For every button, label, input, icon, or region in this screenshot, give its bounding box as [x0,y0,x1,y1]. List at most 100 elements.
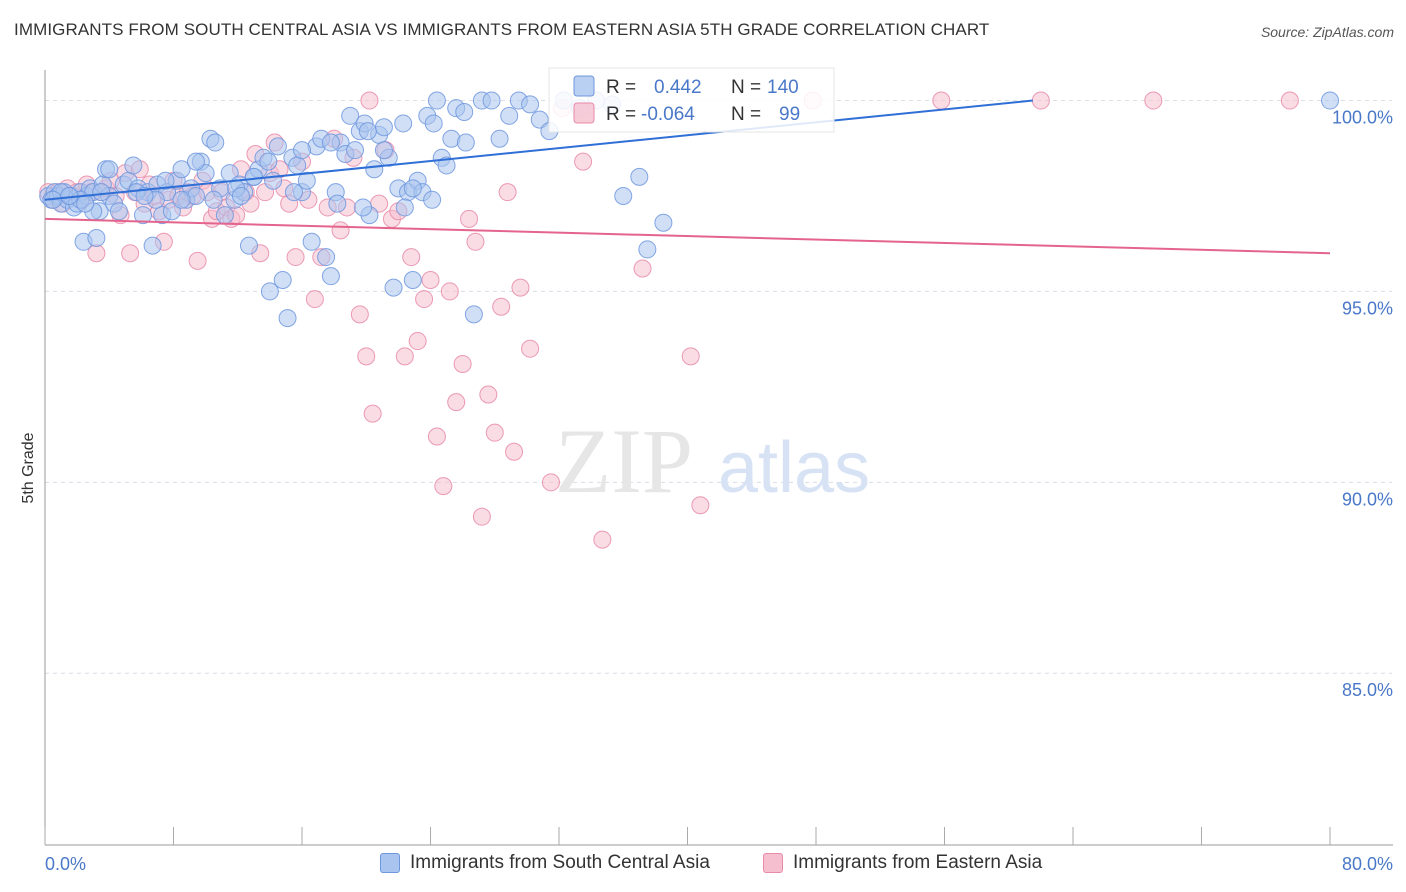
data-point [87,228,106,247]
data-point [244,167,263,186]
data-point [511,278,530,297]
data-point [363,404,382,423]
data-point [498,183,517,202]
data-point [135,186,154,205]
series-south-central-asia-points [39,91,1339,328]
data-point [133,206,152,225]
data-point [284,183,303,202]
data-point [354,198,373,217]
data-point [464,305,483,324]
data-point [109,202,128,221]
watermark: ZIP atlas [555,410,870,512]
y-tick-label: 85.0% [1342,680,1393,700]
data-point [331,221,350,240]
data-point [485,423,504,442]
data-point [215,206,234,225]
data-point [460,209,479,228]
data-point [231,186,250,205]
data-point [403,270,422,289]
data-point [172,160,191,179]
trend-line [44,99,1033,201]
bottom-legend-item-eastern-asia: Immigrants from Eastern Asia [763,852,1042,874]
data-point [408,332,427,351]
data-point [681,347,700,366]
data-point [317,248,336,267]
data-point [434,477,453,496]
data-point [395,347,414,366]
data-point [415,290,434,309]
data-point [403,179,422,198]
data-point [92,183,111,202]
data-point [100,160,119,179]
bottom-legend-label: Immigrants from South Central Asia [410,852,710,873]
data-point [278,309,297,328]
data-point [305,290,324,309]
data-point [630,167,649,186]
legend-n-label-0: N = [731,77,761,98]
data-point [188,251,207,270]
data-point [268,137,287,156]
data-point [288,156,307,175]
data-point [447,393,466,412]
data-point [273,270,292,289]
data-point [456,133,475,152]
data-point [239,236,258,255]
data-point [394,114,413,133]
legend-box: R = 0.442 N = 140 R = -0.064 N = 99 [548,67,835,133]
data-point [1280,91,1299,110]
data-point [472,507,491,526]
data-point [264,171,283,190]
data-point [421,270,440,289]
data-point [286,248,305,267]
bottom-legend-swatch-blue [380,853,400,873]
chart-title: IMMIGRANTS FROM SOUTH CENTRAL ASIA VS IM… [14,20,990,39]
data-point [259,152,278,171]
data-point [321,133,340,152]
x-tick-label: 0.0% [45,854,86,874]
watermark-zip: ZIP [555,410,693,512]
data-point [384,278,403,297]
data-point [593,530,612,549]
data-point [466,232,485,251]
legend-r-label-1: R = [606,104,636,125]
chart-source: Source: ZipAtlas.com [1260,24,1394,40]
data-point [328,194,347,213]
legend-swatch-pink [573,102,595,124]
data-point [440,282,459,301]
bottom-legend-label: Immigrants from Eastern Asia [793,852,1043,873]
data-point [124,156,143,175]
y-tick-labels: 85.0% 90.0% 95.0% 100.0% [1332,108,1393,701]
data-point [500,106,519,125]
legend-n-value-0: 140 [767,77,799,98]
data-point [360,91,379,110]
data-point [186,152,205,171]
data-point [341,106,360,125]
legend-n-value-1: 99 [779,104,800,125]
data-point [490,129,509,148]
data-point [1321,91,1339,110]
data-point [541,473,560,492]
data-point [1031,91,1050,110]
data-point [638,240,657,259]
data-point [437,156,456,175]
data-point [614,186,633,205]
data-point [427,91,446,110]
y-tick-label: 100.0% [1332,108,1393,128]
data-point [453,354,472,373]
bottom-legend-swatch-pink [763,853,783,873]
data-point [121,244,140,263]
data-point [482,91,501,110]
y-tick-label: 90.0% [1342,489,1393,509]
data-point [654,213,673,232]
data-point [357,347,376,366]
legend-frame [548,67,835,133]
data-point [492,297,511,316]
data-point [297,171,316,190]
data-point [321,267,340,286]
watermark-atlas: atlas [718,428,870,508]
x-tick-labels: 0.0% 80.0% [45,854,1393,874]
data-point [423,190,442,209]
data-point [691,496,710,515]
data-point [455,102,474,121]
